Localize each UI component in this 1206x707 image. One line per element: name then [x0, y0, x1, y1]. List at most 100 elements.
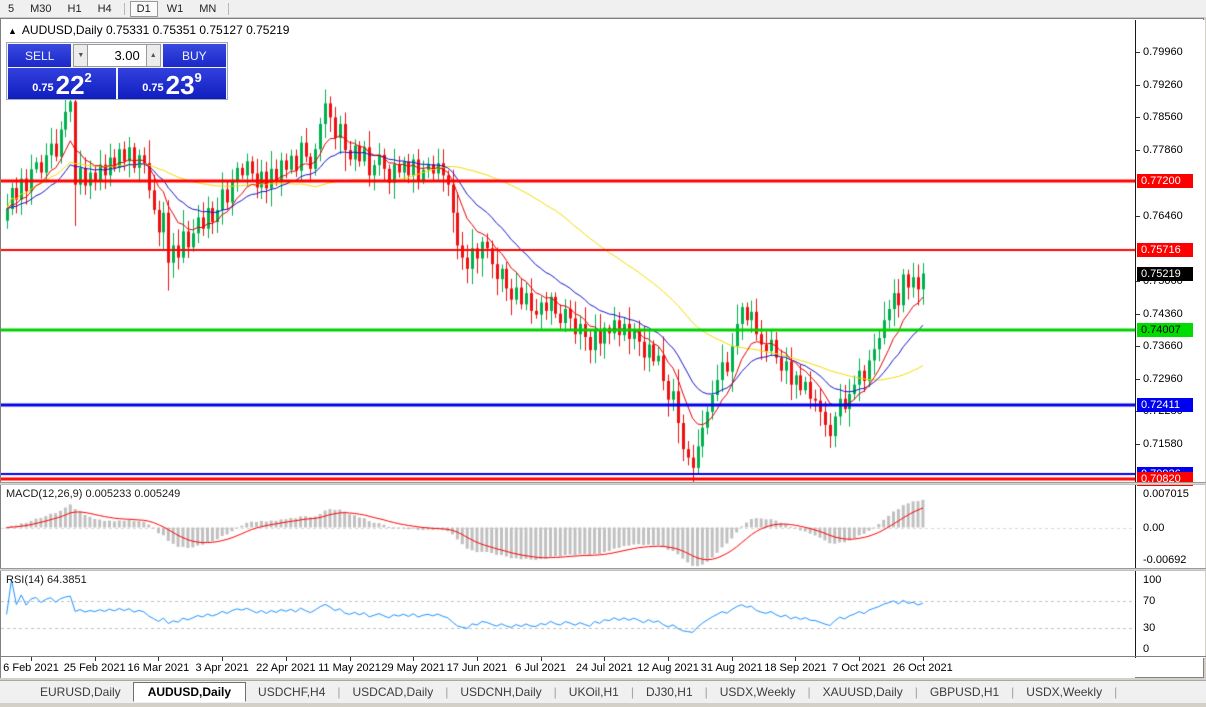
tab-AUDUSD-Daily[interactable]: AUDUSD,Daily — [132, 681, 247, 702]
date-tick-label: 6 Jul 2021 — [515, 662, 566, 674]
date-tick-mark — [731, 657, 733, 661]
price-tick-label: 0.77860 — [1143, 144, 1183, 157]
date-tick-mark — [476, 657, 478, 661]
pane-separator-macd-rsi[interactable] — [0, 568, 1206, 571]
price-tick-label: 0.78560 — [1143, 111, 1183, 124]
date-tick-mark — [285, 657, 287, 661]
sell-price-big: 22 — [55, 70, 85, 100]
price-level-badge-0.72411: 0.72411 — [1137, 397, 1193, 412]
toolbar-separator — [123, 2, 125, 15]
price-chart-canvas[interactable] — [1, 20, 1135, 658]
sell-button[interactable]: SELL — [8, 44, 72, 67]
price-level-badge-0.75219: 0.75219 — [1137, 266, 1193, 281]
chart-tab-bar: EURUSD,Daily AUDUSD,Daily USDCHF,H4 | USDCAD… — [0, 680, 1206, 703]
timeframe-button-MN[interactable]: MN — [199, 2, 217, 15]
price-axis[interactable]: 0.79960 0.79260 0.78560 0.77860 0.76460 0.750… — [1135, 20, 1205, 658]
date-tick-mark — [222, 657, 224, 661]
tab-GBPUSD-H1[interactable]: GBPUSD,H1 — [929, 685, 1000, 699]
date-tick-label: 3 Apr 2021 — [195, 662, 249, 674]
price-tick-mark — [1136, 52, 1140, 53]
date-tick-mark — [349, 657, 351, 661]
tab-separator: | — [630, 685, 634, 699]
timeframe-button-D1[interactable]: D1 — [129, 0, 158, 17]
price-tick-label: 0.73660 — [1143, 340, 1183, 353]
tab-separator: | — [704, 685, 708, 699]
volume-decrease-icon[interactable]: ▼ — [73, 44, 89, 67]
tab-separator: | — [553, 685, 557, 699]
date-tick-mark — [668, 657, 669, 661]
tab-USDX-Weekly[interactable]: USDX,Weekly — [719, 685, 796, 699]
macd-axis-label: 0.007015 — [1143, 488, 1189, 501]
date-tick-label: 29 May 2021 — [381, 662, 445, 674]
date-tick-mark — [604, 657, 606, 661]
date-axis-border — [0, 656, 1206, 657]
price-level-badge-0.77200: 0.77200 — [1137, 173, 1193, 188]
window-bottom-strip — [0, 703, 1206, 707]
timeframe-button-H1[interactable]: H1 — [67, 2, 82, 15]
price-tick-label: 0.71580 — [1143, 437, 1183, 450]
rsi-indicator-label: RSI(14) 64.3851 — [6, 574, 87, 586]
rsi-axis-label: 100 — [1143, 574, 1162, 586]
tab-USDCAD-Daily[interactable]: USDCAD,Daily — [352, 685, 434, 699]
timeframe-button-H4[interactable]: H4 — [97, 2, 112, 15]
price-level-badge-0.75716: 0.75716 — [1137, 243, 1193, 258]
tab-separator: | — [445, 685, 449, 699]
toolbar-separator — [228, 2, 230, 15]
price-tick-mark — [1136, 280, 1140, 282]
date-tick-label: 11 May 2021 — [318, 662, 381, 674]
chart-title: ▲ AUDUSD,Daily 0.75331 0.75351 0.75127 0.… — [8, 23, 289, 37]
date-tick-mark — [540, 657, 542, 661]
timeframe-button-W1[interactable]: W1 — [166, 2, 184, 15]
macd-indicator-label: MACD(12,26,9) 0.005233 0.005249 — [6, 488, 181, 500]
timeframe-button-5[interactable]: 5 — [8, 2, 15, 15]
price-tick-mark — [1136, 215, 1140, 217]
date-tick-label: 26 Oct 2021 — [892, 662, 953, 674]
buy-price-sup: 9 — [194, 70, 202, 85]
date-tick-label: 17 Jun 2021 — [446, 662, 508, 674]
collapse-icon[interactable]: ▲ — [8, 26, 17, 36]
tab-separator: | — [914, 685, 918, 699]
price-tick-label: 0.79960 — [1143, 46, 1183, 58]
price-tick-mark — [1136, 379, 1140, 381]
date-tick-label: 6 Feb 2021 — [3, 662, 59, 674]
price-tick-mark — [1136, 84, 1140, 86]
tab-separator: | — [337, 685, 341, 699]
macd-axis-label: -0.00692 — [1143, 554, 1187, 567]
date-tick-label: 18 Sep 2021 — [764, 662, 827, 674]
rsi-axis-label: 70 — [1143, 594, 1156, 607]
tab-separator: | — [1114, 685, 1118, 699]
price-tick-mark — [1136, 443, 1140, 445]
chart-ohlc-values: 0.75331 0.75351 0.75127 0.75219 — [105, 23, 290, 37]
price-tick-label: 0.74360 — [1143, 307, 1183, 320]
date-tick-label: 24 Jul 2021 — [575, 662, 633, 674]
pane-separator-main-macd[interactable] — [0, 482, 1206, 485]
sell-price-button[interactable]: 0.75 22 2 — [8, 68, 116, 99]
volume-input[interactable]: 3.00 — [88, 44, 146, 67]
volume-increase-icon[interactable]: ▲ — [145, 44, 161, 67]
tab-USDCHF-H4[interactable]: USDCHF,H4 — [258, 685, 326, 699]
chart-symbol-title: AUDUSD,Daily — [21, 23, 103, 37]
tab-separator: | — [1011, 685, 1015, 699]
date-axis[interactable]: 6 Feb 2021 25 Feb 2021 16 Mar 2021 3 Apr 20… — [1, 657, 1135, 678]
tab-DJ30-H1[interactable]: DJ30,H1 — [645, 685, 693, 699]
tab-USDCNH-Daily[interactable]: USDCNH,Daily — [460, 685, 542, 699]
buy-price-base: 0.75 — [142, 82, 164, 94]
price-level-badge-0.74007: 0.74007 — [1137, 323, 1193, 338]
timeframe-button-M30[interactable]: M30 — [30, 2, 52, 15]
sell-price-sup: 2 — [84, 70, 92, 85]
tab-XAUUSD-Daily[interactable]: XAUUSD,Daily — [822, 685, 903, 699]
rsi-axis-label: 30 — [1143, 622, 1156, 635]
date-tick-label: 16 Mar 2021 — [127, 662, 190, 674]
tab-EURUSD-Daily[interactable]: EURUSD,Daily — [40, 685, 121, 699]
buy-button[interactable]: BUY — [162, 44, 226, 67]
price-tick-mark — [1136, 150, 1140, 152]
tab-USDX-Weekly[interactable]: USDX,Weekly — [1026, 685, 1103, 699]
date-tick-mark — [31, 657, 32, 661]
rsi-axis-label: 0 — [1143, 642, 1150, 655]
price-tick-mark — [1136, 313, 1140, 315]
date-tick-mark — [413, 657, 415, 661]
date-tick-mark — [158, 657, 160, 661]
tab-UKOil-H1[interactable]: UKOil,H1 — [568, 685, 619, 699]
price-tick-mark — [1136, 346, 1140, 348]
buy-price-button[interactable]: 0.75 23 9 — [118, 68, 226, 99]
